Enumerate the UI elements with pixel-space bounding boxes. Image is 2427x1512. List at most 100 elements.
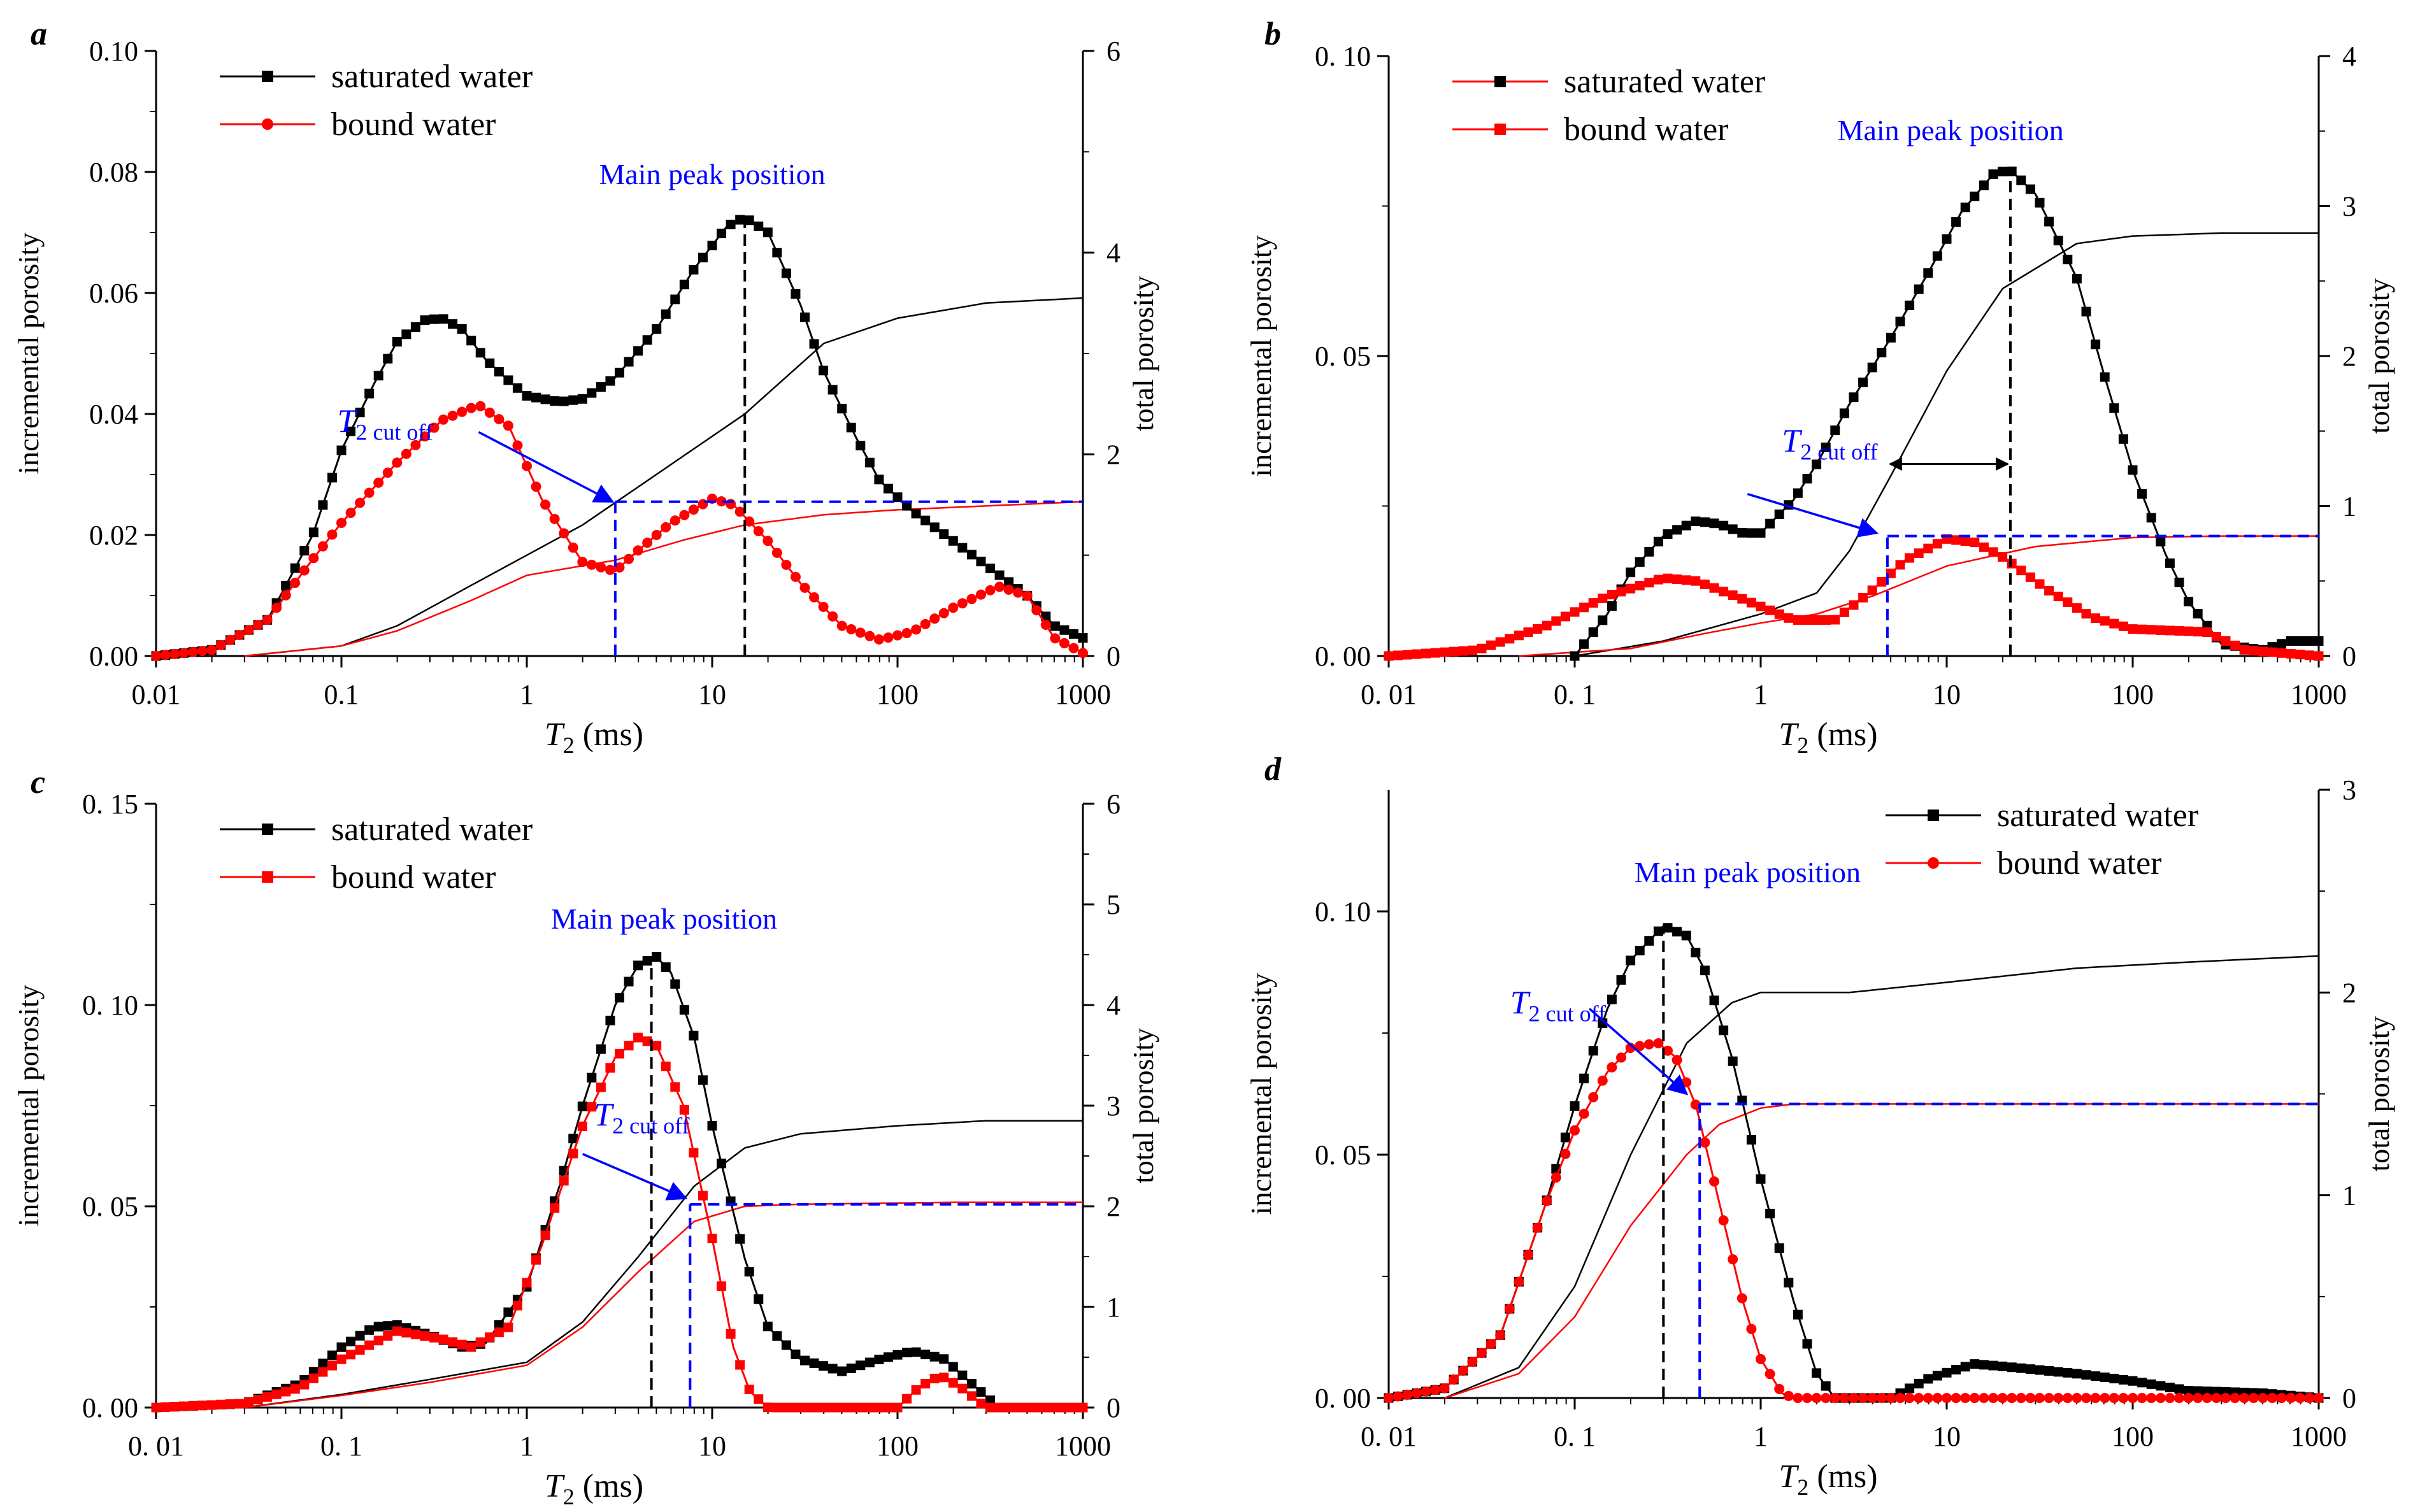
data-point-bound <box>966 1391 977 1401</box>
legend-label: bound water <box>331 106 496 143</box>
y-tick-label: 0.00 <box>89 641 138 672</box>
data-point-saturated <box>762 1322 773 1332</box>
legend-marker <box>262 118 273 130</box>
data-point-bound <box>1876 1393 1887 1403</box>
data-point-bound <box>679 1105 689 1115</box>
data-point-bound <box>902 1394 912 1404</box>
data-point-bound <box>1663 573 1673 583</box>
data-point-bound <box>373 477 384 488</box>
data-point-bound <box>262 1392 273 1402</box>
y-tick-label: 0.06 <box>89 278 138 309</box>
data-point-bound <box>1022 1402 1033 1413</box>
y-tick-label: 0. 10 <box>82 990 138 1021</box>
data-point-saturated <box>2016 1363 2026 1373</box>
data-point-bound <box>1532 1222 1543 1233</box>
data-point-bound <box>2063 597 2073 608</box>
data-point-saturated <box>772 248 782 258</box>
cumulative-line-saturated <box>244 1120 1083 1409</box>
data-point-bound <box>1384 1393 1394 1403</box>
data-point-bound <box>726 499 736 510</box>
data-point-bound <box>317 541 328 552</box>
data-point-bound <box>2239 645 2249 655</box>
data-point-saturated <box>568 1134 578 1144</box>
data-point-bound <box>587 1102 597 1112</box>
data-point-bound <box>1495 637 1505 647</box>
data-point-bound <box>2081 609 2091 619</box>
data-point-bound <box>744 516 755 527</box>
data-point-bound <box>512 440 523 451</box>
data-point-saturated <box>1923 1374 1933 1384</box>
data-point-saturated <box>717 1159 727 1169</box>
data-point-saturated <box>911 508 921 518</box>
data-point-bound <box>494 414 505 425</box>
data-point-bound <box>401 448 412 459</box>
data-point-saturated <box>1700 517 1710 527</box>
data-point-bound <box>1746 597 1756 608</box>
data-point-saturated <box>2165 1382 2175 1392</box>
data-point-bound <box>327 1360 337 1371</box>
data-point-saturated <box>438 314 448 324</box>
data-point-bound <box>2025 572 2035 582</box>
data-point-bound <box>1774 1383 1785 1394</box>
data-point-saturated <box>605 376 615 386</box>
data-point-saturated <box>2277 639 2287 649</box>
x-tick-label: 10 <box>1933 679 1961 710</box>
data-point-bound <box>448 1337 458 1347</box>
data-point-bound <box>1402 1389 1413 1400</box>
data-point-bound <box>2174 1393 2184 1403</box>
data-point-bound <box>336 1354 347 1364</box>
data-point-bound <box>2090 1393 2101 1403</box>
data-point-saturated <box>744 215 754 225</box>
data-point-bound <box>281 1387 291 1397</box>
cumulative-line-saturated <box>1574 232 2319 657</box>
data-point-bound <box>549 513 560 524</box>
data-point-bound <box>836 620 847 631</box>
data-point-bound <box>1421 648 1431 659</box>
data-point-bound <box>957 1383 968 1394</box>
data-point-bound <box>299 1380 310 1390</box>
data-point-bound <box>1392 1391 1403 1402</box>
y2-tick-label: 0 <box>1106 1392 1120 1423</box>
data-point-bound <box>762 1402 773 1413</box>
data-point-bound <box>827 611 838 622</box>
data-point-bound <box>2221 636 2231 646</box>
data-point-bound <box>1013 587 1024 598</box>
data-point-saturated <box>2053 236 2063 246</box>
data-point-bound <box>1588 1092 1599 1102</box>
data-point-saturated <box>966 550 977 560</box>
data-point-bound <box>336 518 347 528</box>
data-point-bound <box>2304 1393 2315 1403</box>
data-point-bound <box>1542 620 1552 631</box>
data-point-saturated <box>2100 372 2110 382</box>
legend-entry-bound: bound water <box>1886 845 2161 881</box>
data-point-bound <box>1802 615 1812 625</box>
x-tick-label: 0. 1 <box>320 1430 362 1462</box>
data-point-bound <box>253 620 264 631</box>
data-point-bound <box>2062 1393 2073 1403</box>
data-point-saturated <box>1905 300 1915 310</box>
data-point-bound <box>2258 1393 2268 1403</box>
chart-panel-d: d 0. 01 0. 1 1 10 100 1000 0. 00 0. 05 0. 10 0 1 2 3 T… <box>1245 752 2395 1500</box>
data-point-saturated <box>1970 191 1980 201</box>
y2-tick-label: 2 <box>1106 1191 1120 1222</box>
data-point-bound <box>1625 1043 1636 1053</box>
data-point-bound <box>1598 594 1608 604</box>
data-point-bound <box>577 557 588 567</box>
data-point-bound <box>994 581 1005 592</box>
data-point-saturated <box>1877 348 1887 358</box>
data-point-bound <box>2100 1393 2110 1403</box>
peak-label: Main peak position <box>1635 856 1861 888</box>
data-point-bound <box>771 547 782 558</box>
data-point-saturated <box>281 580 291 590</box>
y2-tick-label: 3 <box>2342 191 2356 222</box>
cutoff-arrow <box>1747 492 1879 538</box>
data-point-saturated <box>1560 1132 1570 1143</box>
legend-label: bound water <box>1564 111 1728 148</box>
data-point-bound <box>1829 1393 1840 1403</box>
data-point-saturated <box>2053 1367 2063 1377</box>
y2-tick-label: 0 <box>2342 641 2356 672</box>
data-point-bound <box>614 562 625 573</box>
y-axis-label-right: total porosity <box>1127 276 1159 431</box>
data-point-saturated <box>957 543 968 553</box>
